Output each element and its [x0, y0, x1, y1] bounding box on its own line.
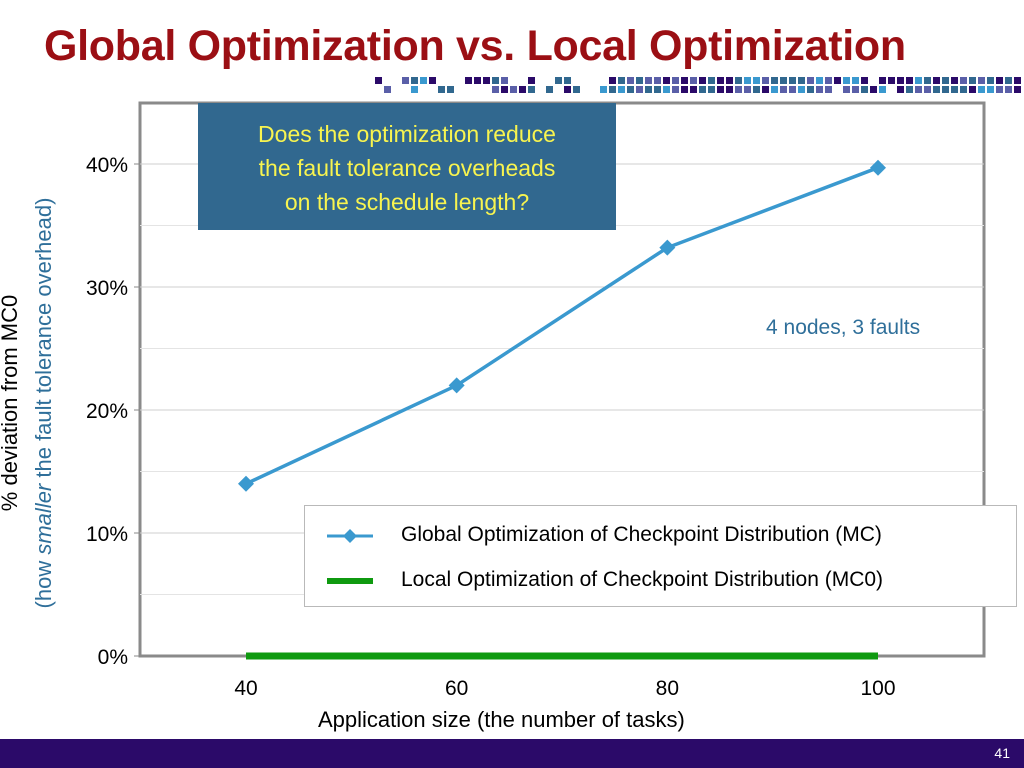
x-axis: 40 60 80 100: [234, 677, 895, 700]
y-axis: 0% 10% 20% 30% 40%: [86, 154, 140, 669]
series-line-mc: [245, 166, 879, 486]
y-axis-title-emphasis: smaller: [31, 483, 56, 555]
chart-legend: Global Optimization of Checkpoint Distri…: [304, 505, 1017, 607]
series-layer: [238, 159, 886, 660]
question-callout: Does the optimization reduce the fault t…: [198, 103, 616, 230]
x-tick-label: 100: [860, 677, 895, 700]
data-point-mc: [870, 159, 886, 176]
x-tick-label: 80: [656, 677, 679, 700]
legend-entry-mc: Global Optimization of Checkpoint Distri…: [305, 516, 1016, 556]
y-axis-title-prefix: (how: [31, 554, 56, 609]
footer-bar: 41: [0, 739, 1024, 768]
data-point-mc: [238, 475, 254, 492]
legend-swatch-mc: [327, 529, 373, 543]
slide-number: 41: [994, 745, 1010, 761]
y-tick-label: 40%: [86, 154, 128, 177]
legend-entry-mc0: Local Optimization of Checkpoint Distrib…: [305, 561, 1016, 601]
legend-swatch-mc0: [327, 578, 373, 584]
y-tick-label: 10%: [86, 523, 128, 546]
slide-title: Global Optimization vs. Local Optimizati…: [44, 22, 906, 70]
x-tick-label: 40: [234, 677, 257, 700]
y-axis-title-line-1: % deviation from MC0: [0, 294, 22, 511]
legend-label-mc: Global Optimization of Checkpoint Distri…: [401, 523, 882, 546]
chart-annotation: 4 nodes, 3 faults: [766, 316, 921, 339]
y-axis-title-line-2: (how smaller the fault tolerance overhea…: [31, 198, 57, 609]
callout-line-1: Does the optimization reduce: [258, 121, 556, 147]
data-point-mc: [659, 239, 676, 256]
data-point-mc: [448, 377, 465, 394]
y-tick-label: 30%: [86, 277, 128, 300]
y-tick-label: 0%: [98, 646, 128, 669]
x-tick-label: 60: [445, 677, 468, 700]
legend-label-mc0: Local Optimization of Checkpoint Distrib…: [401, 568, 884, 591]
x-axis-title: Application size (the number of tasks): [318, 707, 685, 732]
callout-line-2: the fault tolerance overheads: [258, 155, 556, 181]
y-tick-label: 20%: [86, 400, 128, 423]
y-axis-title-suffix: the fault tolerance overhead): [31, 197, 56, 484]
callout-line-3: on the schedule length?: [284, 189, 530, 215]
